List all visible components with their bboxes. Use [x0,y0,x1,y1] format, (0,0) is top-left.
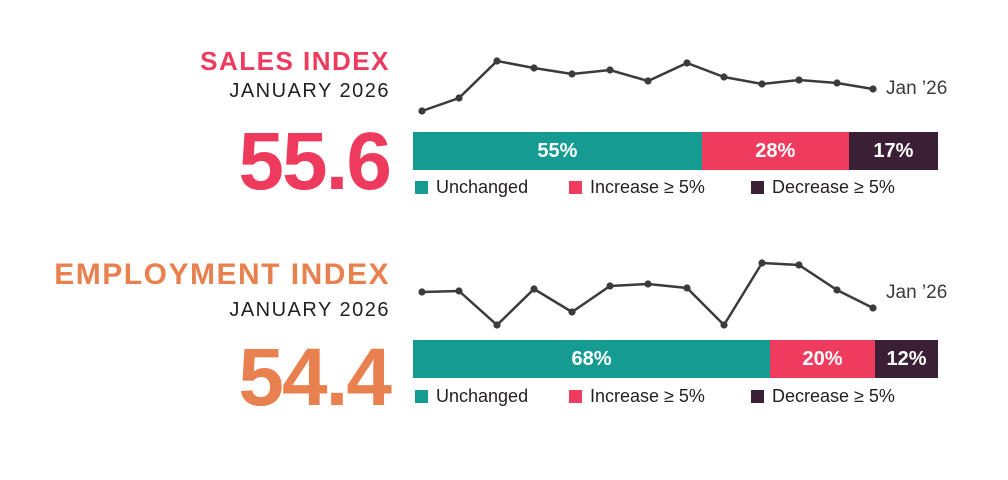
bar-segment-label: 20% [802,347,843,370]
bar-segment-label: 55% [537,139,578,162]
data-point [493,57,501,65]
legend-employment: Unchanged Increase ≥ 5% Decrease ≥ 5% [413,386,953,408]
data-point [493,321,501,329]
data-point [418,107,426,115]
data-point [455,94,463,102]
bar-segment-label: 28% [755,139,796,162]
distribution-bar-employment: 68% 20% 12% [413,340,938,378]
index-value-sales: 55.6 [238,116,392,207]
data-point [418,288,426,296]
data-point [568,70,576,78]
data-point [606,66,614,74]
bar-segment-label: 17% [873,139,914,162]
legend-swatch-increase [569,181,582,194]
section-subtitle-employment: JANUARY 2026 [229,299,390,321]
trend-end-label-employment: Jan ’26 [886,282,948,303]
legend-item-unchanged: Unchanged [415,386,528,407]
legend-swatch-unchanged [415,390,428,403]
data-point [758,80,766,88]
distribution-bar-sales: 55% 28% 17% [413,132,938,170]
bar-segment-label: 68% [571,347,612,370]
section-subtitle-sales: JANUARY 2026 [229,80,390,102]
legend-sales: Unchanged Increase ≥ 5% Decrease ≥ 5% [413,177,953,199]
trend-line [421,261,874,328]
legend-item-increase: Increase ≥ 5% [569,177,705,198]
legend-swatch-decrease [751,181,764,194]
legend-label: Decrease ≥ 5% [772,177,895,197]
data-point [758,259,766,267]
data-point [644,77,652,85]
legend-item-unchanged: Unchanged [415,177,528,198]
section-title-employment: EMPLOYMENT INDEX [54,258,390,291]
data-point [720,73,728,81]
data-point [683,284,691,292]
section-title-sales: SALES INDEX [200,46,390,76]
data-point [795,76,803,84]
trend-end-label-sales: Jan ’26 [886,78,948,99]
data-point [720,321,728,329]
legend-label: Increase ≥ 5% [590,386,705,406]
trend-sparkline-sales [418,57,877,115]
legend-label: Unchanged [436,177,529,197]
data-point [833,79,841,87]
legend-item-decrease: Decrease ≥ 5% [751,177,895,198]
data-point [869,304,877,312]
index-value-employment: 54.4 [238,332,392,423]
bar-segment: 55% [413,132,702,170]
data-point [795,261,803,269]
legend-item-decrease: Decrease ≥ 5% [751,386,895,407]
legend-swatch-unchanged [415,181,428,194]
data-point [530,64,538,72]
bar-segment: 12% [875,340,938,378]
data-point [683,59,691,67]
data-point [644,280,652,288]
data-point [869,85,877,93]
bar-segment-label: 12% [886,347,927,370]
data-point [530,285,538,293]
data-point [833,286,841,294]
bar-segment: 17% [848,132,938,170]
legend-swatch-increase [569,390,582,403]
data-point [455,287,463,295]
legend-item-increase: Increase ≥ 5% [569,386,705,407]
data-point [568,308,576,316]
bar-segment: 20% [770,340,875,378]
legend-label: Increase ≥ 5% [590,177,705,197]
bar-segment: 28% [701,132,849,170]
legend-swatch-decrease [751,390,764,403]
legend-label: Decrease ≥ 5% [772,386,895,406]
bar-segment: 68% [413,340,770,378]
trend-sparkline-employment [418,259,877,329]
legend-label: Unchanged [436,386,529,406]
data-point [606,282,614,290]
